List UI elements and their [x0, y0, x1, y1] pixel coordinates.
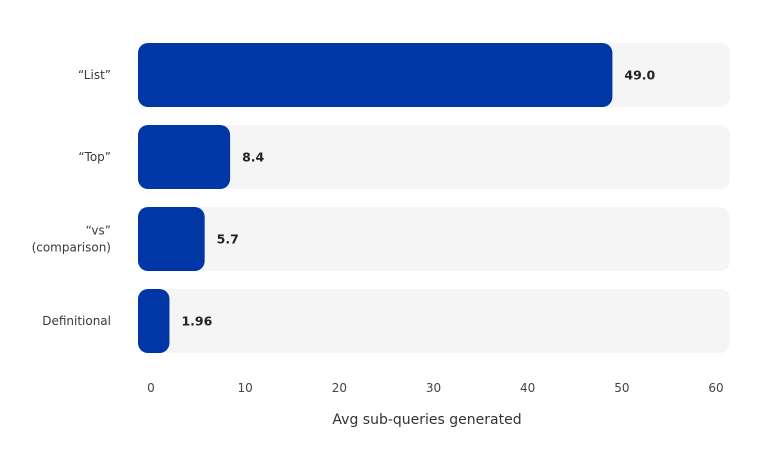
bar-track	[138, 207, 730, 271]
bar-track	[138, 289, 730, 353]
x-tick-label: 0	[147, 381, 155, 395]
x-axis-title: Avg sub-queries generated	[332, 412, 521, 428]
category-label: Definitional	[42, 314, 111, 328]
value-label: 49.0	[624, 68, 655, 83]
category-label: “List”	[78, 68, 111, 82]
category-label: “Top”	[78, 150, 111, 164]
x-axis-ticks: 0 10 20 30 40 50 60	[147, 381, 723, 395]
x-tick-label: 10	[238, 381, 253, 395]
x-tick-label: 20	[332, 381, 347, 395]
bar	[138, 207, 205, 271]
value-label: 1.96	[181, 314, 212, 329]
bar-group	[138, 43, 613, 353]
bar	[138, 43, 613, 107]
x-tick-label: 60	[708, 381, 723, 395]
bar	[138, 289, 170, 353]
bar	[138, 125, 231, 189]
value-labels: 49.0 8.4 5.7 1.96	[181, 68, 655, 329]
value-label: 8.4	[242, 150, 264, 165]
bar-track	[138, 125, 730, 189]
x-tick-label: 50	[614, 381, 629, 395]
category-label: “vs” (comparison)	[32, 224, 111, 255]
category-labels: “List” “Top” “vs” (comparison) Definitional	[32, 68, 111, 328]
value-label: 5.7	[217, 232, 239, 247]
x-tick-label: 40	[520, 381, 535, 395]
x-tick-label: 30	[426, 381, 441, 395]
